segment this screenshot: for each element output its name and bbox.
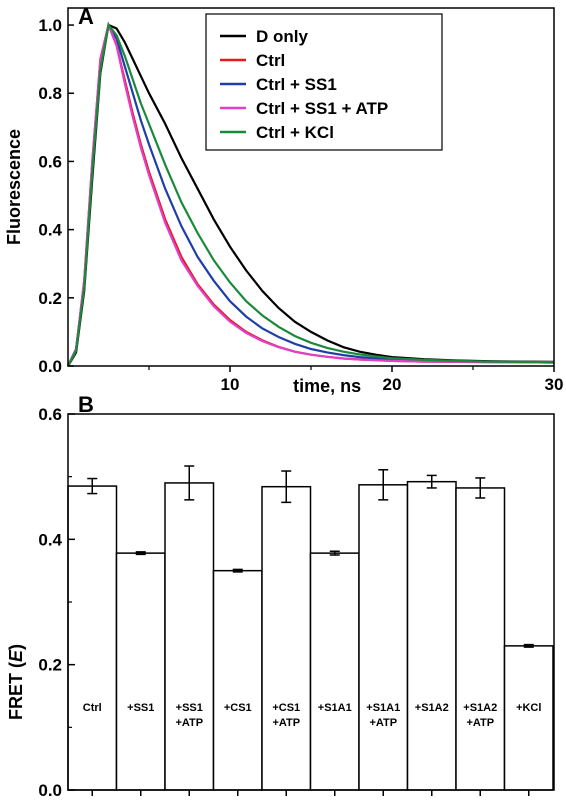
- panel-a-y-axis-label: Fluorescence: [4, 129, 24, 245]
- bar: [164, 482, 215, 791]
- y-tick-label: 1.0: [38, 16, 62, 35]
- bar: [261, 485, 312, 791]
- y-tick-label: 0.0: [38, 781, 62, 800]
- y-tick-label: 0.4: [38, 221, 62, 240]
- panel-a: A 0.00.20.40.60.81.010 20 30 Fluorescence …: [4, 4, 563, 396]
- panel-a-x-axis-label: time, ns: [293, 376, 361, 396]
- panel-a-letter: A: [78, 4, 94, 29]
- legend-label: Ctrl + SS1 + ATP: [256, 99, 388, 118]
- x-tick-label: 30: [545, 375, 564, 394]
- y-tick-label: 0.8: [38, 84, 62, 103]
- bar: [67, 485, 118, 791]
- bar: [212, 569, 263, 791]
- bar: [309, 552, 360, 791]
- bar: [358, 484, 409, 791]
- bar: [455, 487, 506, 791]
- x-tick-label: 10: [221, 375, 240, 394]
- panel-a-legend: D only Ctrl Ctrl + SS1 Ctrl + SS1 + ATP Ctrl…: [205, 13, 443, 151]
- bar-category-label: Ctrl: [83, 702, 102, 714]
- y-tick-label: 0.0: [38, 357, 62, 376]
- legend-label: Ctrl: [256, 51, 285, 70]
- legend-label: D only: [256, 27, 308, 46]
- legend-label: Ctrl + SS1: [256, 75, 337, 94]
- bar-category-label: +S1A1 +ATP: [366, 702, 400, 729]
- bar-category-label: +S1A1: [318, 702, 352, 714]
- bar: [406, 480, 457, 791]
- bar: [115, 552, 166, 791]
- y-tick-label: 0.6: [38, 405, 62, 424]
- bar-category-label: +CS1: [224, 702, 252, 714]
- y-tick-label: 0.2: [38, 289, 62, 308]
- panel-b-letter: B: [78, 392, 94, 417]
- bar: [503, 645, 554, 791]
- panel-b-y-axis-label: FRET (E): [6, 644, 26, 720]
- bar-category-label: +S1A2 +ATP: [463, 702, 497, 729]
- bar-category-label: +S1A2: [415, 702, 449, 714]
- series-line-5: [67, 22, 555, 367]
- bar-category-label: +CS1 +ATP: [272, 702, 300, 729]
- x-tick-label: 20: [383, 375, 402, 394]
- y-tick-label: 0.6: [38, 152, 62, 171]
- y-tick-label: 0.2: [38, 656, 62, 675]
- bar-category-label: +SS1: [127, 702, 154, 714]
- y-tick-label: 0.4: [38, 530, 62, 549]
- bar-category-label: +SS1 +ATP: [175, 702, 203, 729]
- panel-b: B Ctrl +SS1 +SS1 +ATP +CS1 +CS1 +ATP +S1A1 +S1A1…: [6, 392, 555, 800]
- legend-label: Ctrl + KCl: [256, 123, 334, 142]
- bar-category-label: +KCl: [516, 702, 541, 714]
